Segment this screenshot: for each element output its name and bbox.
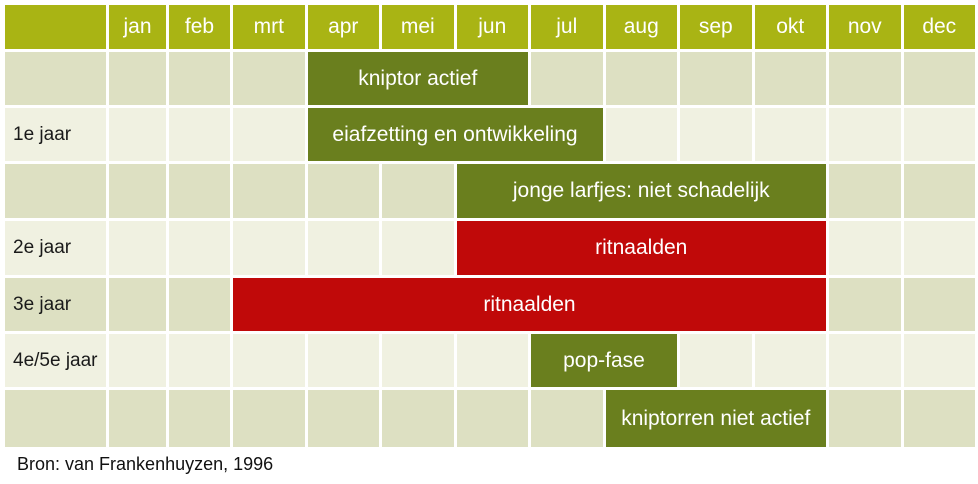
gantt-table: jan feb mrt apr mei jun jul aug sep okt nov dec knip… bbox=[5, 5, 975, 447]
month-header-cell: dec bbox=[903, 5, 975, 49]
calendar-cell bbox=[109, 221, 166, 275]
month-header-cell: jun bbox=[456, 5, 528, 49]
calendar-cell bbox=[829, 390, 901, 447]
calendar-cell bbox=[169, 108, 230, 161]
calendar-cell bbox=[382, 221, 454, 275]
month-header-cell: nov bbox=[829, 5, 901, 49]
calendar-cell bbox=[680, 334, 752, 387]
calendar-cell bbox=[169, 52, 230, 105]
calendar-cell bbox=[829, 52, 901, 105]
activity-bar: ritnaalden bbox=[456, 221, 826, 275]
calendar-cell bbox=[903, 390, 975, 447]
calendar-cell bbox=[169, 278, 230, 331]
calendar-cell bbox=[169, 390, 230, 447]
row-label bbox=[5, 52, 106, 105]
calendar-cell bbox=[169, 221, 230, 275]
calendar-cell bbox=[233, 164, 305, 218]
month-header-cell: aug bbox=[605, 5, 677, 49]
calendar-cell bbox=[233, 390, 305, 447]
calendar-cell bbox=[829, 334, 901, 387]
header-corner-cell bbox=[5, 5, 106, 49]
calendar-cell bbox=[829, 278, 901, 331]
activity-bar: kniptor actief bbox=[307, 52, 528, 105]
calendar-cell bbox=[109, 52, 166, 105]
calendar-cell bbox=[903, 164, 975, 218]
calendar-cell bbox=[754, 108, 826, 161]
calendar-cell bbox=[382, 164, 454, 218]
calendar-cell bbox=[680, 108, 752, 161]
calendar-cell bbox=[903, 334, 975, 387]
calendar-cell bbox=[233, 221, 305, 275]
row-label: 2e jaar bbox=[5, 221, 106, 275]
calendar-cell bbox=[531, 390, 603, 447]
month-header-cell: sep bbox=[680, 5, 752, 49]
activity-bar: eiafzetting en ontwikkeling bbox=[307, 108, 603, 161]
calendar-cell bbox=[307, 164, 379, 218]
calendar-cell bbox=[829, 164, 901, 218]
calendar-cell bbox=[754, 334, 826, 387]
row-label: 3e jaar bbox=[5, 278, 106, 331]
calendar-cell bbox=[680, 52, 752, 105]
calendar-cell bbox=[903, 221, 975, 275]
calendar-cell bbox=[307, 334, 379, 387]
activity-bar: jonge larfjes: niet schadelijk bbox=[456, 164, 826, 218]
calendar-cell bbox=[109, 108, 166, 161]
calendar-cell bbox=[605, 52, 677, 105]
source-caption: Bron: van Frankenhuyzen, 1996 bbox=[17, 454, 274, 474]
calendar-cell bbox=[754, 52, 826, 105]
row-label bbox=[5, 390, 106, 447]
calendar-cell bbox=[605, 108, 677, 161]
calendar-cell bbox=[109, 164, 166, 218]
calendar-cell bbox=[829, 108, 901, 161]
row-label: 1e jaar bbox=[5, 108, 106, 161]
calendar-cell bbox=[382, 390, 454, 447]
calendar-cell bbox=[169, 334, 230, 387]
activity-bar: ritnaalden bbox=[233, 278, 826, 331]
calendar-cell bbox=[233, 52, 305, 105]
calendar-cell bbox=[109, 334, 166, 387]
row-label: 4e/5e jaar bbox=[5, 334, 106, 387]
month-header-cell: jul bbox=[531, 5, 603, 49]
calendar-cell bbox=[109, 278, 166, 331]
month-header-cell: apr bbox=[307, 5, 379, 49]
calendar-cell bbox=[109, 390, 166, 447]
calendar-cell bbox=[903, 52, 975, 105]
calendar-cell bbox=[233, 334, 305, 387]
month-header-cell: feb bbox=[169, 5, 230, 49]
calendar-cell bbox=[456, 334, 528, 387]
month-header-cell: jan bbox=[109, 5, 166, 49]
calendar-cell bbox=[903, 108, 975, 161]
row-label bbox=[5, 164, 106, 218]
calendar-cell bbox=[903, 278, 975, 331]
calendar-cell bbox=[382, 334, 454, 387]
month-header-cell: mei bbox=[382, 5, 454, 49]
calendar-cell bbox=[307, 390, 379, 447]
month-header-cell: okt bbox=[754, 5, 826, 49]
month-header-cell: mrt bbox=[233, 5, 305, 49]
calendar-cell bbox=[233, 108, 305, 161]
calendar-cell bbox=[307, 221, 379, 275]
calendar-cell bbox=[829, 221, 901, 275]
activity-bar: pop-fase bbox=[531, 334, 677, 387]
calendar-cell bbox=[169, 164, 230, 218]
calendar-cell bbox=[531, 52, 603, 105]
calendar-cell bbox=[456, 390, 528, 447]
activity-bar: kniptorren niet actief bbox=[605, 390, 826, 447]
